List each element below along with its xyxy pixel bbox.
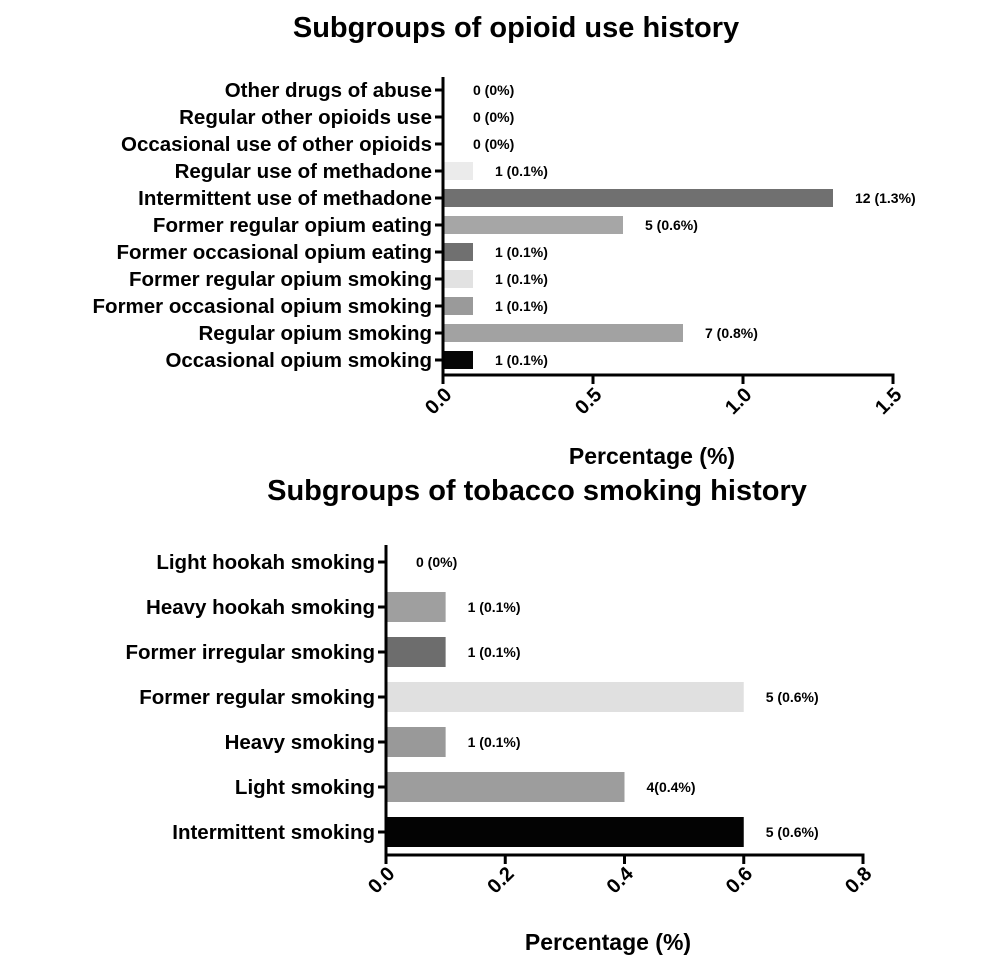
category-label: Occasional opium smoking [165,349,432,372]
data-label: 4(0.4%) [647,779,696,795]
data-label: 1 (0.1%) [468,599,521,615]
x-tick-label: 0.0 [421,384,456,419]
x-tick-label: 0.0 [364,863,399,898]
x-tick-label: 0.8 [841,863,876,898]
data-label: 0 (0%) [473,136,514,152]
category-label: Former occasional opium eating [116,241,432,264]
data-label: 5 (0.6%) [766,824,819,840]
category-label: Intermittent smoking [172,821,375,844]
category-label: Regular opium smoking [199,322,433,345]
x-axis-title: Percentage (%) [569,443,735,469]
x-tick-label: 0.5 [571,384,606,419]
category-label: Other drugs of abuse [225,79,432,102]
data-label: 1 (0.1%) [495,163,548,179]
data-label: 1 (0.1%) [468,734,521,750]
bar [386,817,744,847]
bar [443,270,473,288]
bar [443,243,473,261]
x-tick-label: 1.0 [721,384,756,419]
category-label: Heavy smoking [225,731,375,754]
opioid-chart: Subgroups of opioid use history Other dru… [93,12,916,469]
chart-title: Subgroups of opioid use history [293,12,739,44]
data-label: 0 (0%) [416,554,457,570]
data-label: 1 (0.1%) [495,271,548,287]
category-label: Occasional use of other opioids [121,133,432,156]
category-label: Heavy hookah smoking [146,596,375,619]
bar [443,162,473,180]
bar [386,682,744,712]
data-label: 1 (0.1%) [495,298,548,314]
data-label: 1 (0.1%) [468,644,521,660]
data-label: 0 (0%) [473,82,514,98]
bar [443,216,623,234]
bar [443,297,473,315]
data-label: 5 (0.6%) [645,217,698,233]
category-label: Light hookah smoking [156,551,375,574]
chart-title: Subgroups of tobacco smoking history [267,475,807,507]
data-label: 1 (0.1%) [495,244,548,260]
category-label: Former irregular smoking [126,641,375,664]
tobacco-chart: Subgroups of tobacco smoking history Ligh… [126,475,877,955]
data-label: 0 (0%) [473,109,514,125]
x-tick-label: 0.2 [483,863,518,898]
data-label: 12 (1.3%) [855,190,916,206]
category-label: Former regular opium eating [153,214,432,237]
category-label: Regular other opioids use [179,106,432,129]
category-label: Former regular smoking [139,686,375,709]
bar [443,324,683,342]
x-tick-label: 0.6 [722,863,757,898]
category-label: Former regular opium smoking [129,268,432,291]
x-axis-title: Percentage (%) [525,929,691,955]
category-label: Light smoking [235,776,375,799]
bar [386,772,625,802]
x-tick-label: 0.4 [603,862,639,898]
bar [386,727,446,757]
data-label: 5 (0.6%) [766,689,819,705]
data-label: 7 (0.8%) [705,325,758,341]
bar [386,637,446,667]
bar [443,351,473,369]
data-label: 1 (0.1%) [495,352,548,368]
x-tick-label: 1.5 [871,384,906,419]
category-label: Former occasional opium smoking [93,295,432,318]
bar [386,592,446,622]
bar [443,189,833,207]
category-label: Regular use of methadone [175,160,432,183]
category-label: Intermittent use of methadone [138,187,432,210]
